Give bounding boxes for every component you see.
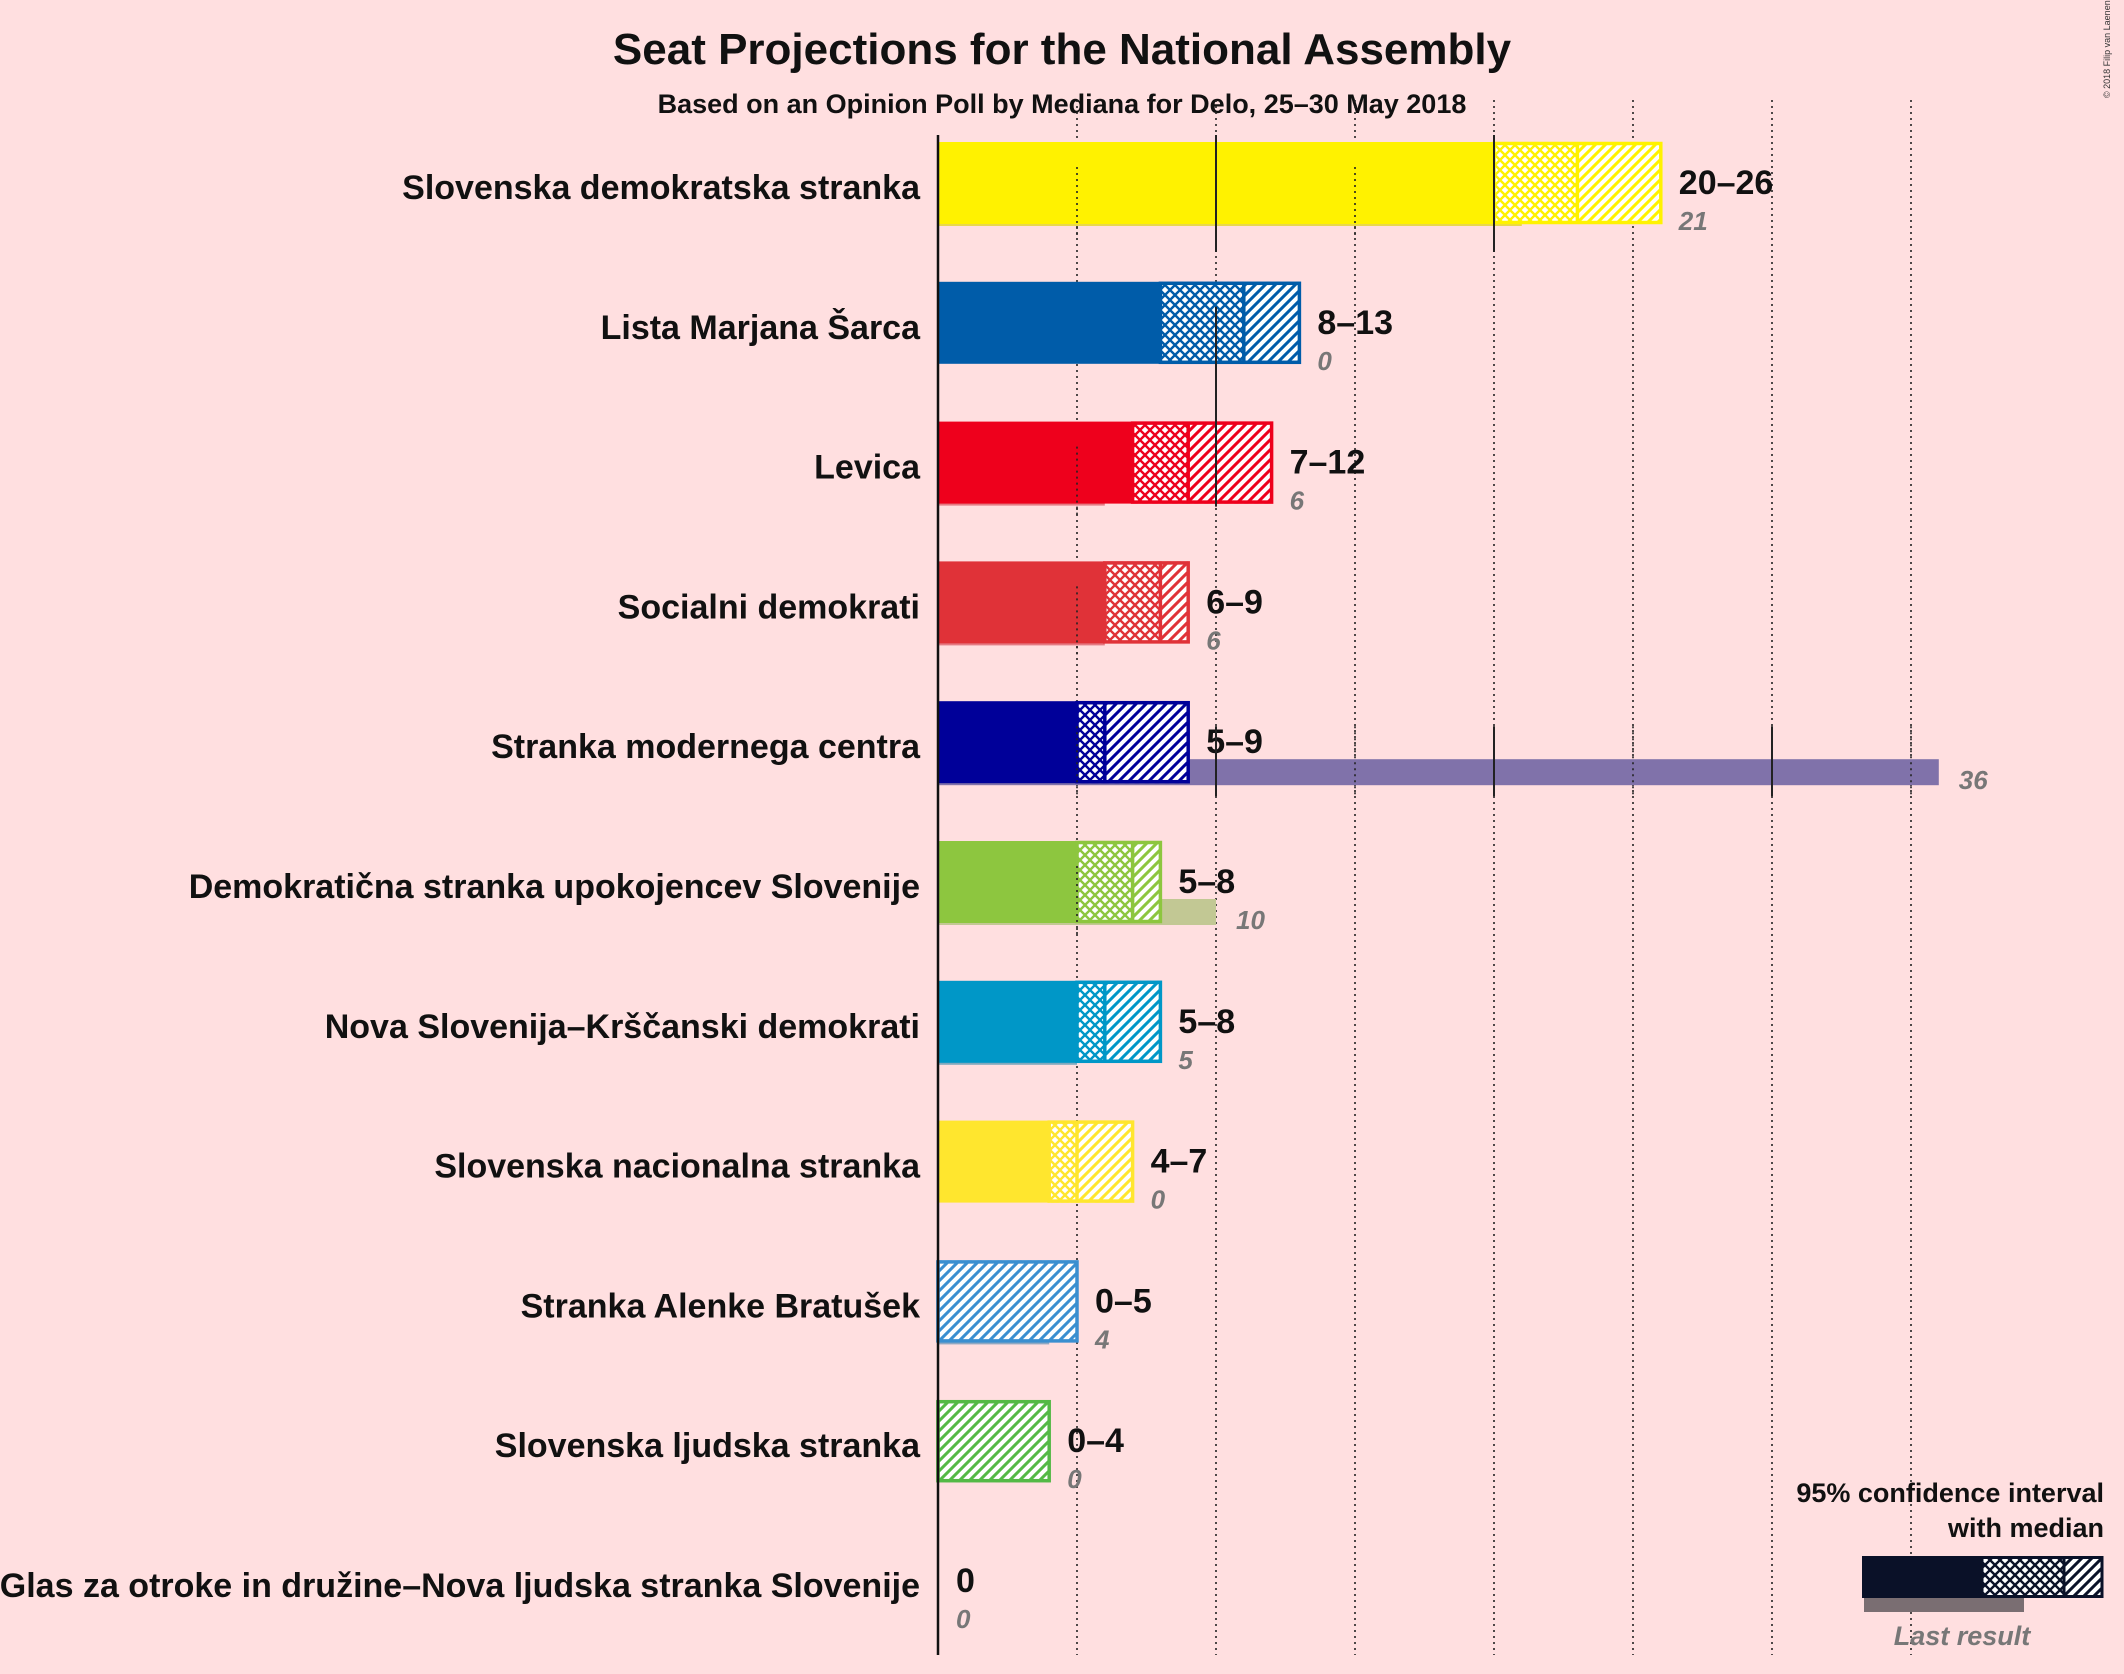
party-name: Stranka modernega centra (491, 728, 921, 766)
chart-title: Seat Projections for the National Assemb… (613, 25, 1512, 74)
seat-range-label: 0 (956, 1562, 975, 1600)
party-row: Slovenska ljudska stranka 0–4 0 (495, 1399, 1124, 1494)
legend-ci-line1: 95% confidence interval (1796, 1478, 2104, 1508)
party-row: Nova Slovenija–Krščanski demokrati 5–8 5 (325, 980, 1235, 1075)
party-name: Socialni demokrati (618, 588, 920, 626)
party-row: Glas za otroke in družine–Nova ljudska s… (0, 1562, 975, 1634)
solid-bar (938, 980, 1077, 1063)
legend-hatch-swatch (2064, 1556, 2102, 1598)
ci-outline (1075, 840, 1163, 924)
ci-median-segment (1160, 281, 1244, 364)
party-row: Socialni demokrati 6–9 6 (618, 561, 1263, 655)
ci-upper-segment (1243, 281, 1300, 364)
ci-outline (1130, 421, 1274, 504)
ci-upper-segment (938, 1260, 1077, 1343)
legend: 95% confidence interval with median Last… (1796, 1478, 2104, 1651)
party-name: Lista Marjana Šarca (601, 308, 921, 347)
seat-range-label: 4–7 (1151, 1143, 1208, 1181)
last-result-value: 10 (1236, 905, 1265, 935)
solid-bar (938, 841, 1077, 923)
ci-upper-segment (1160, 561, 1189, 644)
legend-ci-line2: with median (1947, 1513, 2104, 1543)
ci-outline (1103, 561, 1190, 644)
ci-upper-segment (1104, 980, 1161, 1063)
ci-outline (1075, 700, 1190, 784)
ci-upper-segment (1577, 142, 1661, 224)
party-row: Demokratična stranka upokojencev Sloveni… (189, 840, 1265, 935)
party-name: Stranka Alenke Bratušek (521, 1287, 920, 1325)
seat-range-label: 8–13 (1317, 304, 1393, 342)
party-name: Slovenska nacionalna stranka (434, 1148, 921, 1186)
legend-solid-swatch (1862, 1556, 1982, 1598)
ci-upper-segment (1104, 701, 1189, 784)
last-result-value: 0 (1317, 346, 1332, 376)
chart-subtitle: Based on an Opinion Poll by Mediana for … (658, 89, 1467, 119)
ci-upper-segment (1188, 421, 1272, 504)
party-row: Lista Marjana Šarca 8–13 0 (601, 281, 1393, 376)
party-row: Levica 7–12 6 (814, 421, 1366, 516)
ci-outline (1075, 980, 1163, 1064)
seat-range-label: 5–8 (1178, 1003, 1235, 1041)
seat-range-label: 6–9 (1206, 583, 1263, 621)
ci-upper-segment (1077, 1120, 1133, 1203)
solid-bar (938, 561, 1105, 644)
ci-median-segment (1049, 1120, 1077, 1203)
party-row: Stranka modernega centra 5–9 36 (491, 700, 1988, 795)
legend-last-result-label: Last result (1894, 1621, 2032, 1651)
last-result-value: 4 (1094, 1324, 1110, 1354)
last-result-value: 36 (1959, 765, 1988, 795)
seat-range-label: 5–8 (1178, 863, 1235, 901)
ci-median-segment (1104, 561, 1161, 644)
legend-ci-outline (1980, 1556, 2104, 1598)
party-name: Slovenska demokratska stranka (402, 169, 921, 207)
party-name: Nova Slovenija–Krščanski demokrati (325, 1008, 920, 1046)
solid-bar (938, 421, 1133, 504)
legend-cross-swatch (1982, 1556, 2064, 1598)
party-name: Levica (814, 449, 921, 487)
seat-range-label: 7–12 (1290, 444, 1366, 482)
plot-area: Slovenska demokratska stranka 20–26 21 List… (0, 100, 1988, 1655)
ci-upper-segment (938, 1400, 1050, 1483)
ci-outline (1047, 1120, 1135, 1203)
last-result-value: 0 (1067, 1464, 1082, 1494)
ci-median-segment (1494, 142, 1578, 224)
ci-median-segment (1077, 980, 1105, 1063)
party-row: Slovenska nacionalna stranka 4–7 0 (434, 1120, 1208, 1215)
seat-range-label: 5–9 (1206, 723, 1263, 761)
last-result-value: 6 (1206, 625, 1221, 655)
seat-range-label: 20–26 (1679, 164, 1774, 202)
solid-bar (938, 701, 1077, 784)
ci-median-segment (1077, 841, 1133, 923)
ci-upper-segment (1132, 841, 1161, 923)
party-name: Demokratična stranka upokojencev Sloveni… (189, 868, 920, 906)
ci-median-segment (1132, 421, 1189, 504)
party-row: Stranka Alenke Bratušek 0–5 4 (521, 1260, 1152, 1354)
last-result-value: 0 (1151, 1185, 1166, 1215)
last-result-value: 21 (1678, 206, 1708, 236)
party-row: Slovenska demokratska stranka 20–26 21 (402, 141, 1774, 236)
copyright-note: © 2018 Filip van Laenen (2102, 0, 2112, 98)
last-result-value: 6 (1290, 486, 1305, 516)
solid-bar (938, 1120, 1050, 1203)
party-name: Slovenska ljudska stranka (495, 1427, 921, 1465)
seat-range-label: 0–5 (1095, 1282, 1152, 1320)
last-result-value: 5 (1178, 1045, 1193, 1075)
seat-range-label: 0–4 (1067, 1422, 1124, 1460)
party-name: Glas za otroke in družine–Nova ljudska s… (0, 1567, 920, 1605)
ci-outline (1158, 281, 1302, 365)
solid-bar (938, 281, 1161, 364)
last-result-value: 0 (956, 1604, 971, 1634)
ci-median-segment (1077, 701, 1105, 784)
